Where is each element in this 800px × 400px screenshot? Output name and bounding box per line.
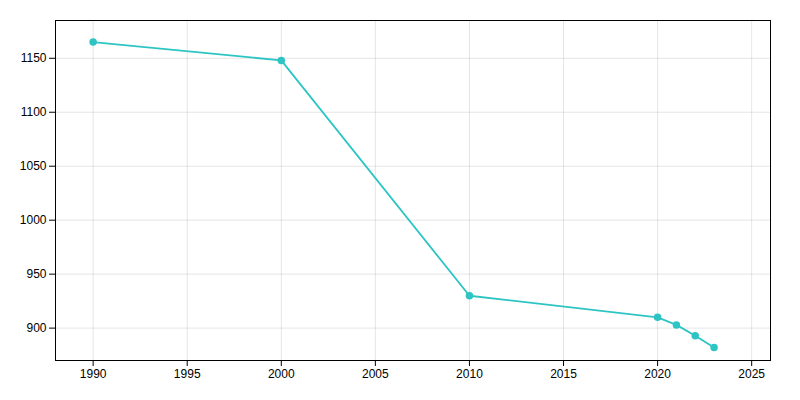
svg-text:1100: 1100 bbox=[21, 105, 47, 119]
svg-text:2025: 2025 bbox=[738, 367, 765, 381]
svg-text:2020: 2020 bbox=[644, 367, 671, 381]
svg-text:2015: 2015 bbox=[550, 367, 577, 381]
svg-text:2005: 2005 bbox=[362, 367, 389, 381]
svg-text:2010: 2010 bbox=[456, 367, 483, 381]
svg-text:900: 900 bbox=[26, 321, 46, 335]
svg-text:1150: 1150 bbox=[21, 51, 47, 65]
svg-text:950: 950 bbox=[26, 267, 46, 281]
svg-text:1050: 1050 bbox=[20, 159, 47, 173]
svg-text:1995: 1995 bbox=[174, 367, 201, 381]
svg-text:1000: 1000 bbox=[20, 213, 47, 227]
svg-text:1990: 1990 bbox=[80, 367, 107, 381]
svg-text:2000: 2000 bbox=[268, 367, 295, 381]
